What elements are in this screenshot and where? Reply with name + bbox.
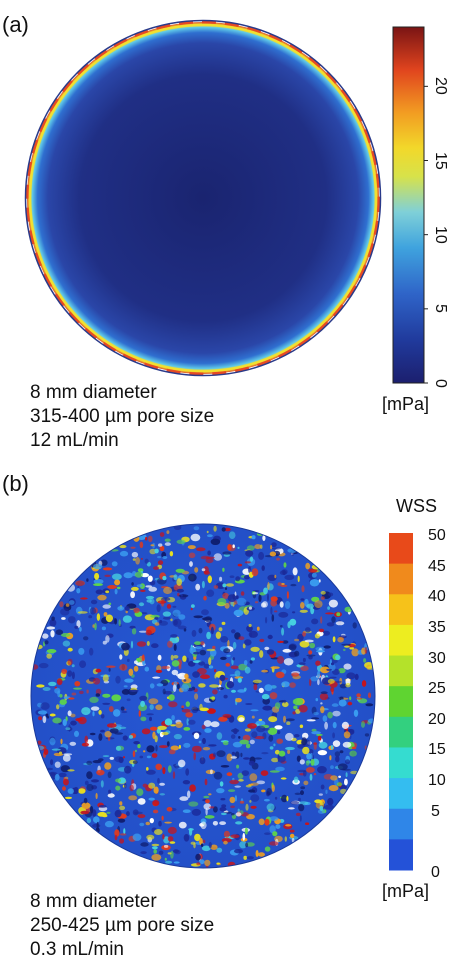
wss-map-b xyxy=(30,523,376,869)
colorbar-a-tick-label: 10 xyxy=(432,225,449,244)
colorbar-b xyxy=(389,533,413,871)
colorbar-b-tick-label: 5 xyxy=(431,802,440,820)
colorbar-a xyxy=(392,26,428,384)
colorbar-b-bin xyxy=(389,594,413,626)
colorbar-a-tick-label: 0 xyxy=(432,378,449,388)
colorbar-b-tick-label: 20 xyxy=(428,710,446,728)
colorbar-b-title: WSS xyxy=(396,496,438,516)
colorbar-b-bin xyxy=(389,747,413,779)
colorbar-b-tick-label: 35 xyxy=(428,618,446,636)
wss-map-a xyxy=(24,19,382,377)
colorbar-b-tick-label: 15 xyxy=(428,741,446,759)
panel-b-label: (b) xyxy=(2,471,29,496)
colorbar-b-tick-label: 25 xyxy=(428,680,446,698)
colorbar-b-bin xyxy=(389,533,413,565)
caption-a-pore-size: 315-400 µm pore size xyxy=(30,406,215,427)
colorbar-a-unit: [mPa] xyxy=(382,394,430,414)
colorbar-b-bin xyxy=(389,655,413,687)
colorbar-b-tick-label: 40 xyxy=(428,588,446,606)
colorbar-b-tick-label: 10 xyxy=(428,772,446,790)
caption-a-flow-rate: 12 mL/min xyxy=(30,430,119,451)
caption-b-flow-rate: 0.3 mL/min xyxy=(30,939,124,960)
colorbar-b-tick-label: 0 xyxy=(431,864,440,881)
colorbar-a-tick-label: 5 xyxy=(432,304,449,314)
caption-b: 8 mm diameter 250-425 µm pore size 0.3 m… xyxy=(30,890,214,962)
colorbar-a-tick-label: 20 xyxy=(432,77,449,96)
caption-b-pore-size: 250-425 µm pore size xyxy=(30,915,215,936)
colorbar-a-tick-label: 15 xyxy=(432,151,449,170)
colorbar-b-bin xyxy=(389,624,413,657)
colorbar-b-bin xyxy=(389,778,413,810)
colorbar-b-bin xyxy=(389,839,413,871)
panel-a-label: (a) xyxy=(2,12,29,37)
colorbar-b-tick-label: 50 xyxy=(428,527,446,544)
colorbar-b-tick-label: 30 xyxy=(428,649,446,667)
colorbar-b-bin xyxy=(389,716,413,748)
colorbar-b-bin xyxy=(389,686,413,718)
caption-a-diameter: 8 mm diameter xyxy=(30,382,157,403)
colorbar-b-tick-label: 45 xyxy=(428,557,446,575)
caption-a: 8 mm diameter 315-400 µm pore size 12 mL… xyxy=(30,381,214,453)
colorbar-b-unit: [mPa] xyxy=(382,881,430,901)
caption-b-diameter: 8 mm diameter xyxy=(30,891,157,912)
colorbar-b-bin xyxy=(389,563,413,595)
colorbar-b-bin xyxy=(389,808,413,840)
